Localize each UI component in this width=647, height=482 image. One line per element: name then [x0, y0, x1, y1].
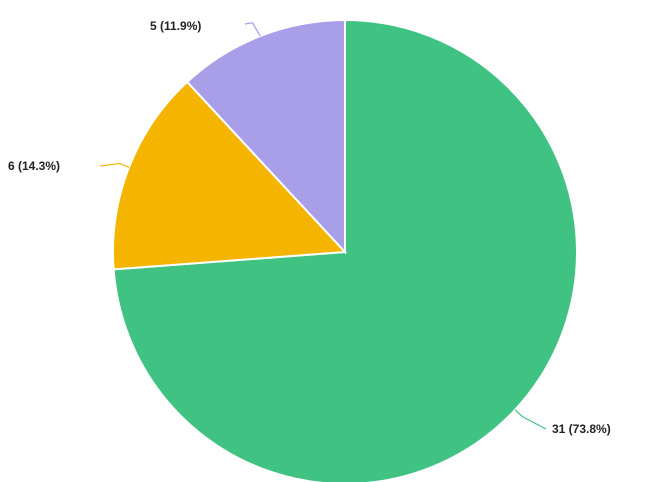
pie-slice-2: [112, 80, 348, 271]
leader-line-2: [99, 162, 130, 168]
pie-slice-3: [185, 18, 346, 255]
pie-slices: [112, 18, 578, 482]
leader-line-1: [514, 409, 547, 430]
data-labels: 31 (73.8%) 6 (14.3%) 5 (11.9%): [8, 19, 611, 436]
data-label-1: 31 (73.8%): [552, 422, 611, 436]
data-label-2: 6 (14.3%): [8, 159, 60, 173]
data-label-3: 5 (11.9%): [150, 19, 201, 33]
leader-lines: [99, 22, 547, 430]
leader-line-3: [244, 22, 261, 37]
